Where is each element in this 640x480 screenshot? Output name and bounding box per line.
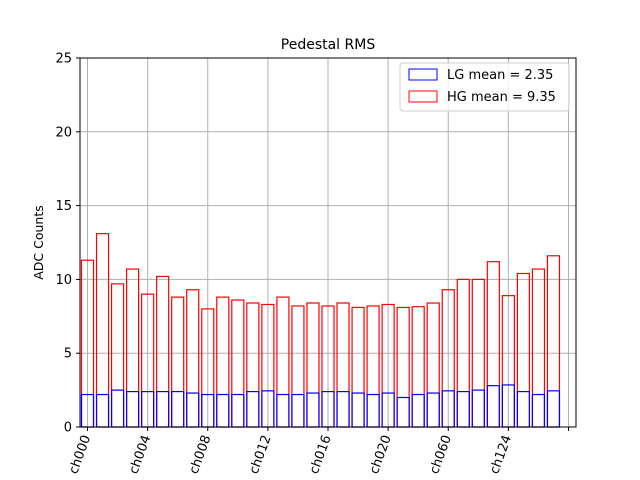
- chart-title: Pedestal RMS: [281, 37, 376, 53]
- legend-label-lg: LG mean = 2.35: [447, 68, 553, 83]
- legend-swatch-hg: [408, 90, 438, 103]
- y-axis-ticks: 0 5 10 15 20 25: [55, 52, 80, 436]
- y-tick-label: 25: [55, 52, 72, 67]
- grid: [80, 58, 576, 427]
- legend-label-hg: HG mean = 9.35: [447, 90, 556, 105]
- legend-swatch-lg: [408, 68, 438, 81]
- y-tick-label: 0: [64, 421, 72, 436]
- legend-box: [399, 62, 570, 112]
- legend: LG mean = 2.35 HG mean = 9.35: [399, 62, 570, 112]
- y-axis-label: ADC Counts: [31, 205, 46, 280]
- y-tick-label: 10: [55, 273, 72, 288]
- y-tick-label: 15: [55, 199, 72, 214]
- y-tick-label: 20: [55, 125, 72, 140]
- y-tick-label: 5: [64, 347, 72, 362]
